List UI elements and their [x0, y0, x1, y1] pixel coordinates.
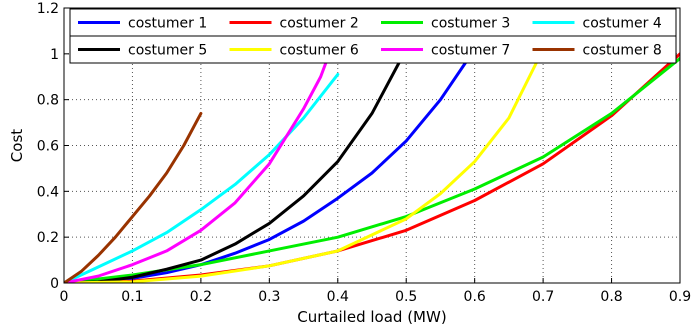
- y-axis-label: Cost: [8, 129, 26, 162]
- legend-label-1: costumer 1: [128, 16, 207, 32]
- y-tick-label: 1: [50, 47, 59, 63]
- x-tick-label: 0.6: [464, 289, 486, 305]
- x-tick-label: 0.8: [600, 289, 622, 305]
- y-tick-label: 0: [50, 276, 59, 292]
- x-tick-label: 0: [60, 289, 69, 305]
- x-axis-label: Curtailed load (MW): [297, 308, 446, 326]
- legend-label-3: costumer 3: [431, 16, 510, 32]
- axis-ticks: 0 0.1 0.2 0.3 0.4 0.5 0.6 0.7 0.8 0.9 0 0.2 0.4 0.6 0.…: [37, 1, 691, 305]
- series-line-8: [64, 111, 203, 283]
- legend-label-6: costumer 6: [280, 43, 359, 59]
- y-tick-label: 0.2: [37, 230, 59, 246]
- x-tick-label: 0.4: [327, 289, 349, 305]
- x-tick-label: 0.9: [669, 289, 691, 305]
- legend-label-4: costumer 4: [583, 16, 662, 32]
- series-line-7: [64, 47, 333, 283]
- x-tick-label: 0.5: [395, 289, 417, 305]
- legend-label-2: costumer 2: [280, 16, 359, 32]
- series-line-5: [64, 47, 408, 283]
- series-line-3: [64, 56, 680, 283]
- y-tick-label: 0.6: [37, 139, 59, 155]
- series-line-2: [64, 52, 680, 283]
- legend-label-5: costumer 5: [128, 43, 207, 59]
- y-tick-label: 0.4: [37, 184, 59, 200]
- legend-label-7: costumer 7: [431, 43, 510, 59]
- series-line-4: [64, 72, 340, 283]
- series-lines: [64, 47, 680, 283]
- x-tick-label: 0.1: [121, 289, 143, 305]
- legend-label-8: costumer 8: [583, 43, 662, 59]
- series-line-6: [64, 47, 545, 283]
- x-tick-label: 0.7: [532, 289, 554, 305]
- y-tick-label: 1.2: [37, 1, 59, 17]
- x-tick-label: 0.3: [258, 289, 280, 305]
- x-tick-label: 0.2: [190, 289, 212, 305]
- y-tick-label: 0.8: [37, 93, 59, 109]
- legend: costumer 1 costumer 2 costumer 3 costumer 4…: [69, 8, 677, 64]
